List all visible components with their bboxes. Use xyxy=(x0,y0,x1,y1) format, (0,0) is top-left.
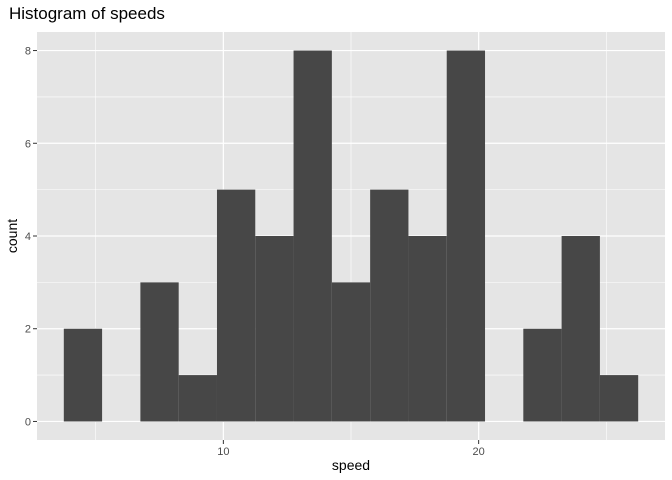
y-axis: 0 2 4 6 8 xyxy=(25,46,37,428)
y-tick-label: 2 xyxy=(25,324,31,336)
x-axis-title: speed xyxy=(332,457,370,473)
histogram-bar xyxy=(599,375,639,422)
histogram-bar xyxy=(523,328,562,422)
histogram-bar xyxy=(446,50,486,422)
histogram-bar xyxy=(216,189,256,422)
y-tick-label: 4 xyxy=(25,231,31,243)
x-axis: 10 20 xyxy=(217,440,485,458)
histogram-bar xyxy=(178,375,217,422)
chart-title: Histogram of speeds xyxy=(9,4,165,23)
y-axis-title: count xyxy=(4,219,20,253)
histogram-bar xyxy=(63,328,103,422)
histogram-bar xyxy=(370,189,409,422)
histogram-bar xyxy=(140,282,179,422)
x-tick-label: 10 xyxy=(217,446,229,458)
histogram-bars xyxy=(63,50,639,422)
histogram-bar xyxy=(255,236,294,422)
y-tick-label: 6 xyxy=(25,138,31,150)
x-tick-label: 20 xyxy=(473,446,485,458)
y-tick-label: 0 xyxy=(25,416,31,428)
histogram-bar xyxy=(293,50,332,422)
histogram-bar xyxy=(408,236,447,422)
histogram-bar xyxy=(331,282,371,422)
y-tick-label: 8 xyxy=(25,46,31,58)
histogram-bar xyxy=(561,236,600,422)
